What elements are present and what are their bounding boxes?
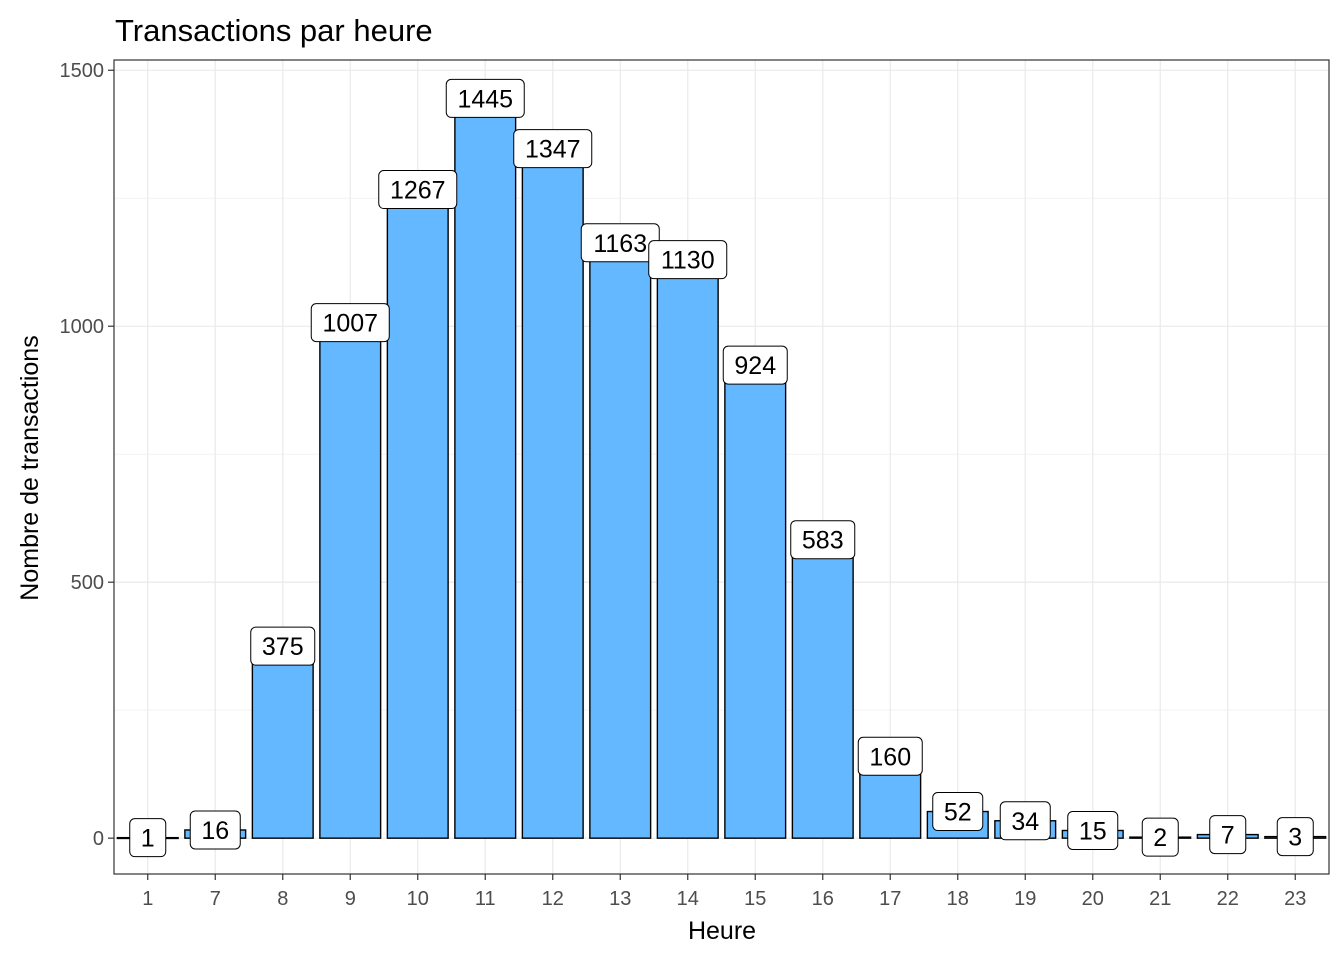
data-label-box — [445, 78, 525, 118]
data-label-box — [378, 170, 458, 210]
x-tick-label: 22 — [1217, 888, 1239, 910]
x-tick-label: 12 — [542, 888, 564, 910]
data-label-box — [1067, 810, 1119, 850]
y-axis: 0 500 1000 1500 — [60, 60, 114, 850]
x-tick-label: 9 — [345, 888, 356, 910]
x-tick-label: 14 — [677, 888, 699, 910]
data-label-text: 160 — [869, 743, 911, 771]
data-label-box — [1276, 817, 1314, 857]
data-label-text: 375 — [262, 633, 304, 661]
data-label-box — [1209, 815, 1247, 855]
data-label-17: 160 — [857, 736, 923, 776]
x-tick-label: 10 — [407, 888, 429, 910]
bar-11 — [454, 97, 517, 839]
x-tick-label: 23 — [1284, 888, 1306, 910]
y-tick-label: 0 — [93, 828, 104, 850]
data-label-19: 34 — [999, 801, 1051, 841]
data-label-box — [857, 736, 923, 776]
data-label-14: 1130 — [648, 240, 728, 280]
data-label-box — [189, 810, 241, 850]
plot-panel-border — [113, 59, 1330, 875]
x-tick-label: 19 — [1014, 888, 1036, 910]
data-label-text: 1 — [141, 825, 155, 853]
data-label-text: 3 — [1288, 824, 1302, 852]
data-label-box — [648, 240, 728, 280]
x-tick-label: 11 — [475, 888, 496, 910]
data-label-box — [310, 303, 390, 343]
x-tick-label: 7 — [210, 888, 221, 910]
data-label-text: 924 — [734, 352, 776, 380]
data-label-text: 34 — [1011, 808, 1039, 836]
bar-12 — [521, 147, 584, 839]
data-label-text: 15 — [1079, 817, 1107, 845]
y-tick-label: 1000 — [60, 316, 105, 338]
y-tick-label: 500 — [71, 572, 104, 594]
data-label-9: 1007 — [310, 303, 390, 343]
bar-15 — [724, 364, 787, 839]
data-label-20: 15 — [1067, 810, 1119, 850]
data-label-18: 52 — [932, 792, 984, 832]
bars — [116, 97, 1327, 840]
x-axis: 1 7 8 9 10 11 12 13 14 15 16 17 18 19 20 21 22 23 — [142, 874, 1306, 910]
bar-9 — [319, 321, 382, 839]
x-tick-label: 20 — [1082, 888, 1104, 910]
data-label-box — [129, 818, 167, 858]
data-label-box — [999, 801, 1051, 841]
bar-14 — [656, 258, 719, 839]
bar-13 — [589, 242, 652, 839]
data-label-16: 583 — [790, 520, 856, 560]
data-label-15: 924 — [722, 345, 788, 385]
data-label-box — [722, 345, 788, 385]
x-tick-label: 13 — [609, 888, 631, 910]
chart-title: Transactions par heure — [115, 13, 433, 48]
data-label-7: 16 — [189, 810, 241, 850]
bar-16 — [791, 538, 854, 839]
x-tick-label: 16 — [812, 888, 834, 910]
x-tick-label: 21 — [1149, 888, 1171, 910]
y-axis-title: Nombre de transactions — [16, 335, 44, 600]
x-tick-label: 18 — [947, 888, 969, 910]
data-label-box — [932, 792, 984, 832]
data-label-text: 1007 — [322, 310, 378, 338]
data-label-22: 7 — [1209, 815, 1247, 855]
data-label-text: 2 — [1153, 824, 1167, 852]
y-tick-label: 1500 — [60, 60, 105, 82]
data-label-1: 1 — [129, 818, 167, 858]
data-label-box — [250, 626, 316, 666]
data-label-text: 583 — [802, 527, 844, 555]
x-tick-label: 15 — [744, 888, 766, 910]
x-tick-label: 17 — [879, 888, 901, 910]
data-label-box — [513, 129, 593, 169]
x-axis-title: Heure — [688, 917, 756, 945]
data-label-12: 1347 — [513, 129, 593, 169]
data-label-text: 7 — [1221, 822, 1235, 850]
data-label-10: 1267 — [378, 170, 458, 210]
data-label-text: 1347 — [525, 136, 581, 164]
data-labels: 1 16 375 1007 1267 1445 1347 1163 1130 924 583 160 5… — [129, 78, 1314, 858]
data-label-8: 375 — [250, 626, 316, 666]
data-label-text: 1130 — [661, 247, 715, 275]
data-label-21: 2 — [1141, 817, 1179, 857]
data-label-text: 1445 — [457, 85, 513, 113]
data-label-text: 1163 — [593, 230, 647, 258]
bar-8 — [251, 645, 314, 839]
data-label-box — [790, 520, 856, 560]
data-label-box — [1141, 817, 1179, 857]
x-tick-label: 8 — [277, 888, 288, 910]
x-tick-label: 1 — [142, 888, 153, 910]
data-label-13: 1163 — [580, 223, 660, 263]
data-label-11: 1445 — [445, 78, 525, 118]
data-label-23: 3 — [1276, 817, 1314, 857]
bar-10 — [386, 188, 449, 839]
data-label-text: 16 — [201, 817, 229, 845]
data-label-text: 1267 — [390, 177, 446, 205]
data-label-text: 52 — [944, 799, 972, 827]
